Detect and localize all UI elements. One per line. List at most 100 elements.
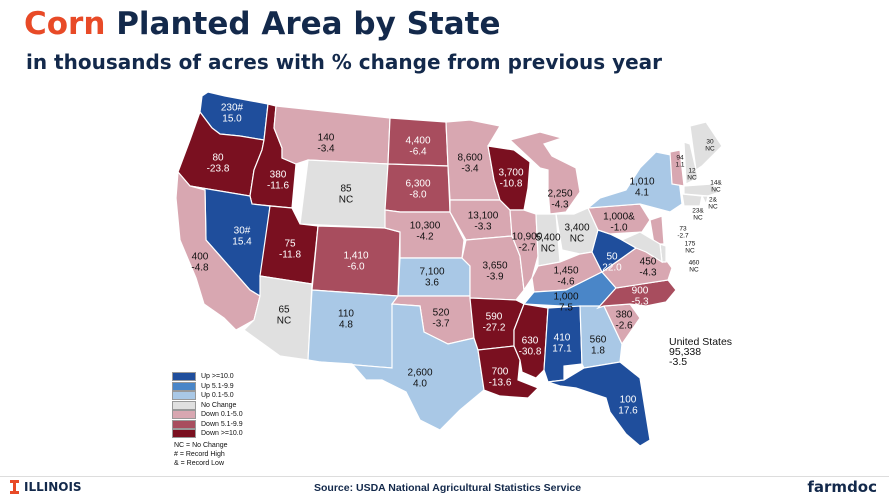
us-total-change: -3.5 — [669, 356, 688, 368]
legend-swatch — [172, 429, 196, 439]
state-label-wy: 85 NC — [339, 184, 353, 206]
state-acres: 175 — [685, 241, 696, 248]
state-change: 7.5 — [559, 303, 573, 314]
state-ms — [513, 303, 549, 379]
state-change: -3.4 — [461, 164, 479, 175]
state-change: NC — [708, 204, 718, 211]
state-change: 22.0 — [602, 263, 622, 274]
state-acres: 80 — [212, 153, 224, 164]
state-acres: 520 — [433, 308, 450, 319]
state-acres: 1,000 — [553, 292, 578, 303]
state-acres: 1,010 — [629, 177, 654, 188]
state-acres: 1,450 — [553, 266, 578, 277]
state-label-nd: 4,400 -6.4 — [405, 136, 430, 158]
state-me — [689, 121, 723, 172]
state-acres: 3,650 — [482, 261, 507, 272]
state-label-wv: 50 22.0 — [602, 252, 622, 274]
state-acres: 30# — [234, 226, 251, 237]
state-label-oh: 3,400 NC — [564, 223, 589, 245]
legend-items: Up >=10.0 Up 5.1-9.9 Up 0.1-5.0 No Change Do… — [172, 372, 243, 439]
state-md — [620, 231, 663, 264]
state-acres: 12 — [688, 168, 696, 175]
state-change: -30.8 — [519, 347, 542, 358]
legend-notes: NC = No Change # = Record High & = Recor… — [172, 441, 243, 468]
state-label-ma: 14& NC — [710, 180, 722, 194]
source-note: Source: USDA National Agricultural Stati… — [314, 482, 582, 494]
state-acres: 110 — [338, 309, 354, 320]
state-change: NC — [570, 234, 584, 245]
state-acres: 85 — [340, 184, 352, 195]
state-label-md: 460 NC — [689, 260, 700, 274]
state-label-ut: 75 -11.8 — [279, 239, 301, 261]
state-label-de: 175 NC — [685, 241, 696, 255]
illinois-logo: ILLINOIS — [10, 480, 82, 494]
state-acres: 7,100 — [419, 267, 444, 278]
state-acres: 450 — [640, 257, 657, 268]
state-label-nm: 110 4.8 — [338, 309, 354, 331]
state-label-nc: 900 -5.3 — [631, 286, 649, 308]
state-acres: 900 — [632, 286, 649, 297]
legend-label: Up 5.1-9.9 — [201, 382, 234, 390]
state-acres: 73 — [679, 226, 687, 233]
state-change: -3.9 — [486, 272, 504, 283]
state-acres: 400 — [192, 252, 209, 263]
state-label-il: 10,900 -2.7 — [512, 232, 543, 254]
state-change: -3.3 — [474, 222, 492, 233]
state-change: -4.8 — [191, 263, 209, 274]
legend-label: Up >=10.0 — [201, 373, 234, 381]
state-label-mo: 3,650 -3.9 — [482, 261, 507, 283]
state-change: 1.1 — [675, 162, 684, 169]
legend-swatch — [172, 391, 196, 401]
state-acres: 230# — [221, 103, 244, 114]
state-change: -1.0 — [610, 223, 628, 234]
state-change: -4.6 — [557, 277, 575, 288]
state-label-tx: 2,600 4.0 — [407, 368, 432, 390]
state-label-ms: 630 -30.8 — [519, 336, 542, 358]
state-label-nj: 73 -2.7 — [677, 226, 689, 240]
farmdoc-logo: farmdoc — [807, 478, 877, 496]
state-change: NC — [685, 248, 695, 255]
state-acres: 10,900 — [512, 232, 543, 243]
state-change: 1.8 — [591, 346, 605, 357]
state-change: NC — [277, 316, 291, 327]
state-acres: 2,250 — [547, 189, 572, 200]
legend-label: Up 0.1-5.0 — [201, 392, 234, 400]
state-change: -2.7 — [518, 243, 536, 254]
state-acres: 2,600 — [407, 368, 432, 379]
state-label-mn: 8,600 -3.4 — [457, 153, 482, 175]
state-change: -4.3 — [551, 200, 569, 211]
state-label-ne: 10,300 -4.2 — [410, 221, 441, 243]
state-change: 4.0 — [413, 379, 427, 390]
state-acres: 6,300 — [405, 179, 430, 190]
chart-subtitle: in thousands of acres with % change from… — [26, 50, 663, 74]
legend-note: & = Record Low — [174, 459, 224, 467]
state-change: -6.4 — [409, 147, 427, 158]
state-label-me: 30 NC — [705, 139, 715, 153]
state-label-vt: 94 1.1 — [675, 155, 684, 169]
state-label-pa: 1,000& -1.0 — [603, 212, 635, 234]
state-acres: 630 — [522, 336, 539, 347]
state-change: -5.3 — [631, 297, 649, 308]
state-label-ok: 520 -3.7 — [432, 308, 450, 330]
state-acres: 3,700 — [498, 168, 523, 179]
state-change: 15.0 — [222, 114, 242, 125]
state-acres: 560 — [590, 335, 607, 346]
state-label-sc: 380 -2.6 — [615, 310, 633, 332]
state-label-ct: 23& NC — [692, 208, 704, 222]
state-change: -4.2 — [416, 232, 434, 243]
state-change: NC — [705, 146, 715, 153]
state-label-tn: 1,000 7.5 — [553, 292, 578, 314]
state-change: 4.8 — [339, 320, 353, 331]
state-acres: 380 — [616, 310, 633, 321]
block-i-icon — [10, 480, 19, 494]
legend: Up >=10.0 Up 5.1-9.9 Up 0.1-5.0 No Change Do… — [172, 372, 243, 468]
us-total: United States 95,338 -3.5 — [669, 336, 733, 368]
legend-item: Up 5.1-9.9 — [172, 381, 243, 392]
state-change: -3.7 — [432, 319, 450, 330]
legend-label: Down >=10.0 — [201, 430, 243, 438]
state-label-in: 5,400 NC — [535, 233, 560, 255]
legend-label: No Change — [201, 401, 237, 409]
legend-swatch — [172, 410, 196, 420]
legend-item: Down >=10.0 — [172, 429, 243, 439]
us-total-name: United States — [669, 336, 733, 348]
